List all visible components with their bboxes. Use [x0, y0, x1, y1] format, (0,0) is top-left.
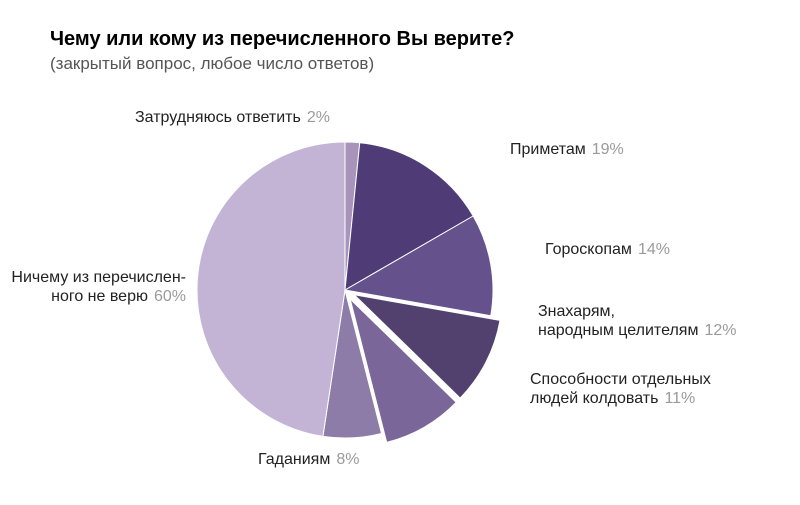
slice-label-pct: 2% [307, 109, 330, 126]
slice-label-pct: 60% [154, 288, 186, 305]
chart-container: { "title": "Чему или кому из перечисленн… [0, 0, 800, 505]
slice-label-pct: 8% [336, 451, 359, 468]
slice-label: Гороскопам 14% [545, 240, 670, 259]
slice-label-text: Гаданиям [258, 451, 330, 468]
slice-label-text: Гороскопам [545, 241, 632, 258]
slice-label-pct: 19% [592, 141, 624, 158]
pie-chart [0, 0, 800, 505]
slice-label-text: Знахарям,народным целителям [538, 303, 698, 339]
pie-slice [197, 142, 345, 436]
slice-label-pct: 14% [638, 241, 670, 258]
slice-label: Способности отдельныхлюдей колдовать11% [530, 370, 711, 408]
slice-label: Приметам 19% [510, 140, 624, 159]
slice-label: Затрудняюсь ответить 2% [135, 108, 330, 127]
slice-label-text: Затрудняюсь ответить [135, 109, 301, 126]
slice-label: Гаданиям 8% [258, 450, 359, 469]
slice-label-text: Приметам [510, 141, 586, 158]
slice-label: Ничему из перечислен-ного не верю60% [6, 268, 186, 306]
slice-label-pct: 11% [664, 390, 695, 407]
slice-label-pct: 12% [704, 322, 736, 339]
slice-label: Знахарям,народным целителям 12% [538, 302, 736, 340]
